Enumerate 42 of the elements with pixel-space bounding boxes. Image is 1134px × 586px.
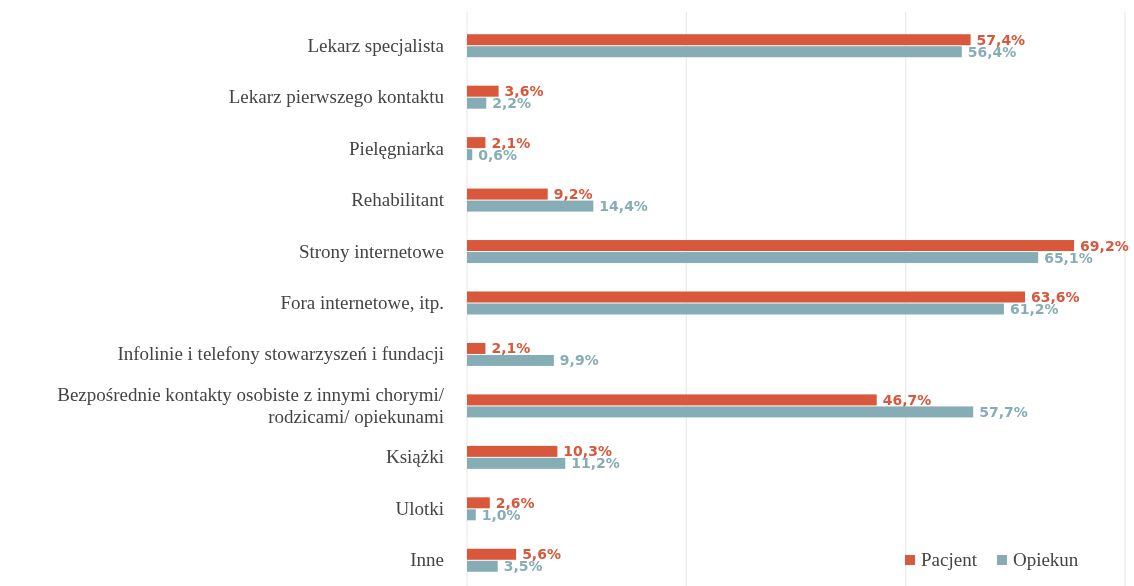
y-tick-label: Pielęgniarka bbox=[349, 137, 445, 159]
legend-label: Opiekun bbox=[1012, 549, 1079, 570]
y-tick-label: Inne bbox=[410, 549, 444, 571]
bar bbox=[467, 149, 473, 161]
bar bbox=[467, 137, 486, 149]
bar bbox=[467, 85, 499, 97]
data-label: 46,7% bbox=[882, 391, 932, 408]
bar bbox=[467, 291, 1025, 303]
bar bbox=[467, 188, 548, 200]
bar bbox=[467, 457, 566, 469]
y-tick-label: Rehabilitant bbox=[351, 189, 445, 211]
bar bbox=[467, 445, 558, 457]
y-tick-label: Fora internetowe, itp. bbox=[280, 292, 444, 313]
bar bbox=[467, 406, 974, 418]
bar bbox=[467, 252, 1039, 264]
data-label: 2,1% bbox=[491, 340, 531, 357]
bar bbox=[467, 497, 490, 509]
y-tick-label: Lekarz pierwszego kontaktu bbox=[228, 86, 445, 108]
bar bbox=[467, 200, 594, 212]
data-label: 9,2% bbox=[553, 186, 593, 203]
y-tick-label: Strony internetowe bbox=[298, 240, 444, 262]
y-tick-label: Ulotki bbox=[395, 497, 444, 519]
bar bbox=[467, 509, 476, 521]
bar bbox=[467, 548, 517, 560]
y-tick-label: Lekarz specjalista bbox=[307, 34, 445, 56]
y-tick-label: Książki bbox=[385, 446, 444, 468]
data-label: 57,7% bbox=[979, 403, 1028, 420]
bar bbox=[467, 240, 1075, 252]
bar bbox=[467, 303, 1004, 315]
data-label: 69,2% bbox=[1080, 237, 1129, 254]
bar bbox=[467, 354, 554, 366]
bar bbox=[467, 560, 498, 572]
bar bbox=[467, 34, 971, 46]
bar bbox=[467, 46, 962, 58]
legend-label: Pacjent bbox=[921, 549, 978, 570]
bar bbox=[467, 394, 877, 406]
y-tick-label: Bezpośrednie kontakty osobiste z innymi chorymi/ rodzicami/ opiekunami bbox=[57, 383, 445, 427]
data-label: 9,9% bbox=[559, 352, 599, 369]
y-tick-label: Infolinie i telefony stowarzyszeń i fundacji bbox=[117, 343, 444, 365]
data-label: 14,4% bbox=[599, 198, 648, 215]
bar bbox=[467, 342, 486, 354]
bar bbox=[467, 97, 487, 109]
